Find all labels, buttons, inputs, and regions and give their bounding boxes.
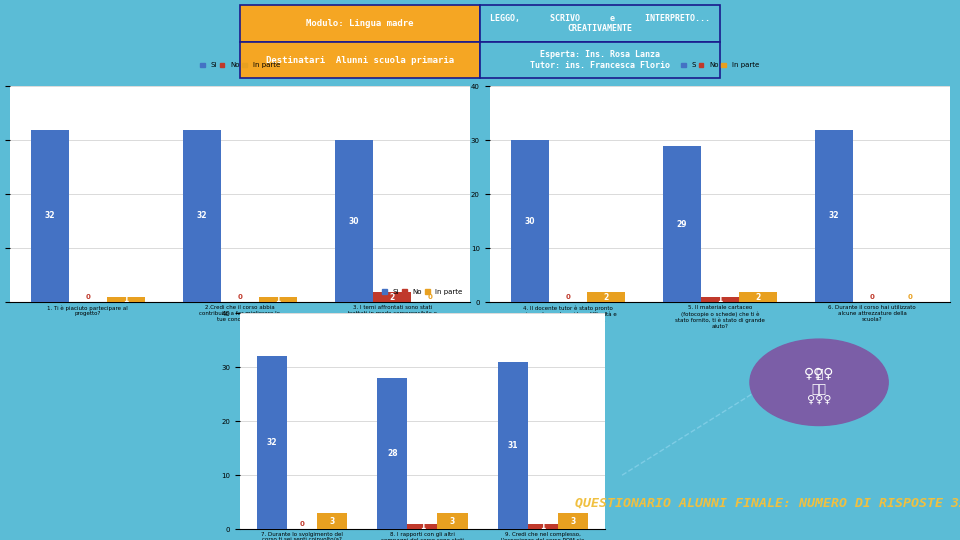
Bar — [259, 297, 298, 302]
Text: 30: 30 — [524, 217, 535, 226]
Bar — [739, 292, 778, 302]
Text: 32: 32 — [829, 212, 839, 220]
Text: 0: 0 — [85, 294, 90, 300]
Text: 0: 0 — [870, 294, 875, 300]
Text: Destinatari  Alunni scuola primaria: Destinatari Alunni scuola primaria — [266, 56, 454, 65]
Text: 1: 1 — [717, 295, 723, 304]
Text: 0: 0 — [428, 294, 433, 300]
Text: 1: 1 — [540, 522, 545, 531]
Text: 2: 2 — [756, 293, 760, 301]
Text: 1: 1 — [420, 522, 425, 531]
Bar — [240, 42, 480, 78]
Text: 32: 32 — [267, 438, 276, 447]
Text: 30: 30 — [349, 217, 359, 226]
Text: Modulo: Lingua madre: Modulo: Lingua madre — [306, 19, 414, 28]
Bar — [701, 297, 739, 302]
Circle shape — [750, 339, 888, 426]
Bar — [240, 5, 480, 42]
Text: 0: 0 — [300, 521, 304, 526]
Bar — [480, 42, 720, 78]
Text: Esperta: Ins. Rosa Lanza
Tutor: ins. Francesca Florio: Esperta: Ins. Rosa Lanza Tutor: ins. Fra… — [530, 50, 670, 70]
Text: 29: 29 — [677, 220, 687, 228]
Legend: Si, No, In parte: Si, No, In parte — [197, 59, 283, 71]
Legend: S, No, In parte: S, No, In parte — [679, 59, 761, 71]
Bar — [256, 356, 287, 529]
Text: 3: 3 — [450, 517, 455, 525]
Text: 0: 0 — [908, 294, 913, 300]
Text: 2: 2 — [390, 293, 395, 301]
Bar — [377, 378, 407, 529]
Text: 1: 1 — [276, 295, 280, 304]
Text: 2: 2 — [603, 293, 609, 301]
Bar — [815, 130, 853, 302]
Text: 👥
👥👥: 👥 👥👥 — [811, 368, 827, 396]
Text: 32: 32 — [197, 212, 207, 220]
Text: QUESTIONARIO ALUNNI FINALE: NUMERO DI RISPOSTE 32: QUESTIONARIO ALUNNI FINALE: NUMERO DI RI… — [575, 497, 960, 510]
Text: LEGGO,      SCRIVO      e      INTERPRETO...
CREATIVAMENTE: LEGGO, SCRIVO e INTERPRETO... CREATIVAME… — [490, 14, 710, 33]
Text: 3: 3 — [329, 517, 335, 525]
Bar — [498, 362, 528, 529]
Bar — [317, 513, 347, 529]
Bar — [438, 513, 468, 529]
Text: ♀♀♀: ♀♀♀ — [807, 395, 831, 404]
Text: 0: 0 — [237, 294, 243, 300]
Bar — [107, 297, 145, 302]
Bar — [511, 140, 548, 302]
Text: 0: 0 — [565, 294, 570, 300]
Text: 3: 3 — [570, 517, 576, 525]
Bar — [558, 513, 588, 529]
Bar — [373, 292, 412, 302]
Bar — [662, 146, 701, 302]
Bar — [335, 140, 373, 302]
Bar — [182, 130, 221, 302]
Bar — [528, 524, 558, 529]
Bar — [480, 5, 720, 42]
Bar — [31, 130, 68, 302]
Text: ♀♀♀: ♀♀♀ — [804, 367, 834, 381]
Text: 1: 1 — [123, 295, 129, 304]
Text: 28: 28 — [387, 449, 397, 458]
Bar — [587, 292, 625, 302]
Text: 32: 32 — [44, 212, 55, 220]
Bar — [407, 524, 438, 529]
Text: 31: 31 — [508, 441, 518, 450]
Legend: Si, No, In parte: Si, No, In parte — [379, 286, 466, 298]
